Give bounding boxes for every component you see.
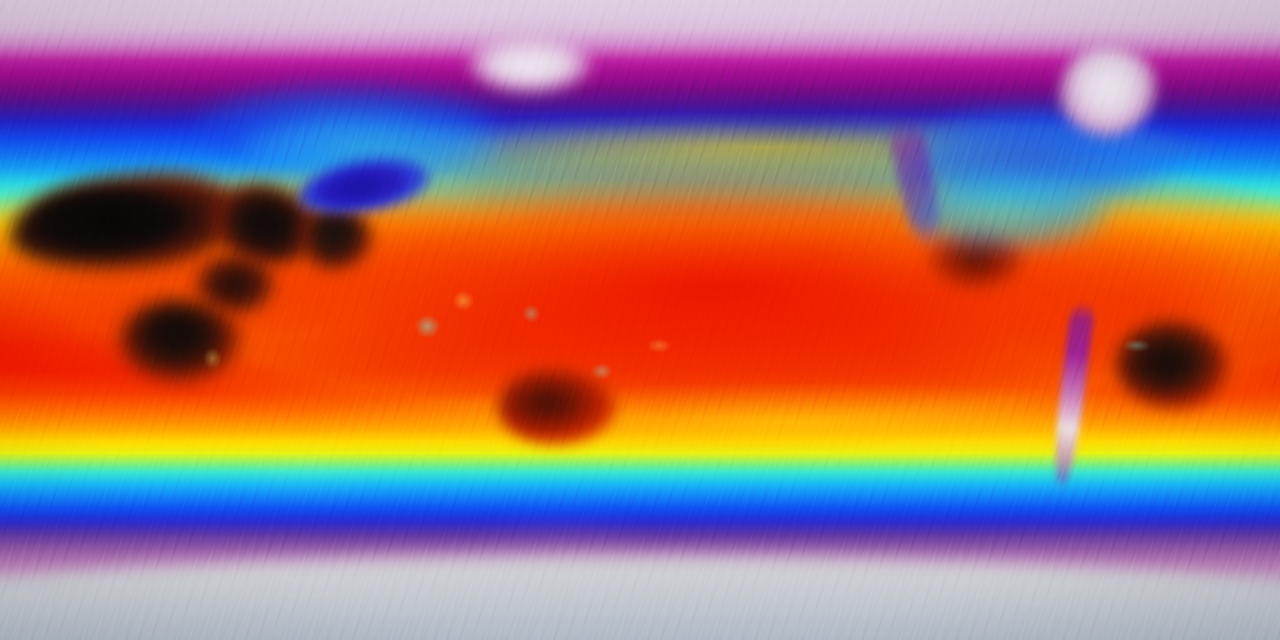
region-brazilian-interior <box>1116 320 1228 408</box>
region-southern-africa <box>120 300 240 382</box>
region-indian-subcontinent <box>300 206 372 270</box>
region-sahara-core <box>34 190 184 248</box>
region-continental-usa <box>908 178 1108 248</box>
region-australian-outback <box>498 368 616 444</box>
region-antarctic-ice-sheet <box>0 556 1280 640</box>
region-horn-of-africa <box>196 254 274 314</box>
region-arctic-polar-cap <box>0 0 1280 60</box>
